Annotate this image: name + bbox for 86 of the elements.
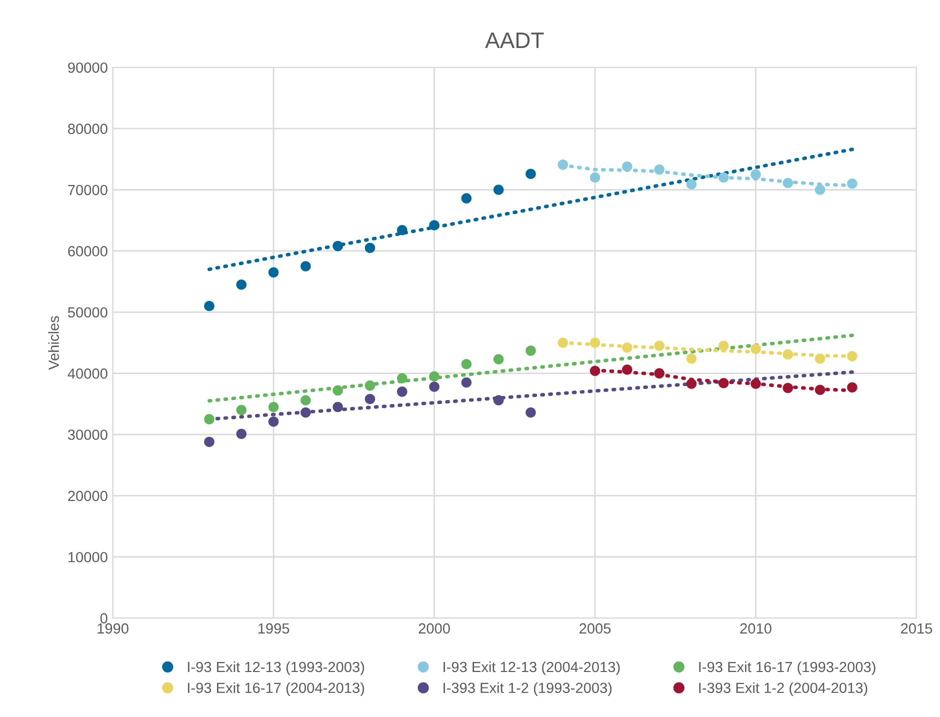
point xyxy=(364,394,376,404)
legend-label: I-93 Exit 12-13 (1993-2003) xyxy=(188,661,364,676)
y-tick-label: 90000 xyxy=(68,62,108,73)
point xyxy=(814,384,826,395)
point xyxy=(493,354,504,364)
point xyxy=(782,349,794,360)
point xyxy=(526,407,536,418)
point xyxy=(847,178,858,189)
y-tick-label: 40000 xyxy=(68,368,108,379)
point xyxy=(300,407,311,418)
point xyxy=(558,338,568,348)
y-tick-label: 10000 xyxy=(68,552,108,562)
point xyxy=(461,358,472,370)
point xyxy=(686,353,697,364)
legend-label: I-393 Exit 1-2 (1993-2003) xyxy=(444,682,612,696)
point xyxy=(461,193,472,204)
point xyxy=(364,242,376,254)
point xyxy=(686,179,697,190)
point xyxy=(429,371,440,382)
point xyxy=(782,382,794,394)
y-tick-label: 30000 xyxy=(68,430,108,440)
point xyxy=(847,382,858,393)
point xyxy=(590,366,600,376)
point xyxy=(236,404,247,416)
point xyxy=(364,380,376,391)
point xyxy=(718,340,729,351)
point xyxy=(332,385,343,396)
point xyxy=(268,416,279,427)
point xyxy=(332,402,343,412)
point xyxy=(847,351,858,362)
point xyxy=(204,300,214,312)
point xyxy=(300,395,311,406)
point xyxy=(526,168,536,180)
point xyxy=(814,184,826,195)
y-tick-label: 80000 xyxy=(68,124,108,134)
x-tick-label: 1995 xyxy=(258,623,290,634)
point xyxy=(718,172,729,183)
point xyxy=(429,220,440,230)
point xyxy=(686,378,697,389)
point xyxy=(429,382,440,392)
point xyxy=(461,377,472,388)
legend-label: I-93 Exit 16-17 (2004-2013) xyxy=(188,682,364,696)
point xyxy=(396,224,408,236)
point xyxy=(718,378,729,388)
point xyxy=(558,160,568,170)
point xyxy=(204,414,214,424)
point xyxy=(204,436,214,447)
point xyxy=(396,373,408,384)
point xyxy=(332,240,343,252)
point xyxy=(814,353,826,364)
point xyxy=(493,184,504,195)
x-tick-label: 2015 xyxy=(901,623,932,634)
point xyxy=(268,267,279,278)
point xyxy=(622,364,632,375)
point xyxy=(236,428,247,440)
point xyxy=(622,342,632,353)
point xyxy=(654,340,664,351)
x-tick-label: 2010 xyxy=(740,623,772,634)
y-tick-label: 50000 xyxy=(68,307,108,318)
point xyxy=(236,279,247,290)
point xyxy=(782,178,794,188)
y-tick-label: 20000 xyxy=(68,490,108,502)
point xyxy=(268,402,279,412)
legend-label: I-93 Exit 12-13 (2004-2013) xyxy=(444,661,620,676)
chart-title: AADT xyxy=(485,32,544,48)
point xyxy=(590,172,600,183)
y-tick-label: 70000 xyxy=(68,184,108,196)
point xyxy=(622,161,632,172)
point xyxy=(654,368,664,378)
point xyxy=(654,164,664,175)
x-tick-label: 2000 xyxy=(418,623,450,634)
x-tick-label: 2005 xyxy=(580,623,611,634)
point xyxy=(750,378,761,389)
x-tick-label: 1990 xyxy=(98,623,128,634)
point xyxy=(300,261,311,272)
point xyxy=(750,344,761,354)
point xyxy=(750,169,761,180)
point xyxy=(526,346,536,356)
y-tick-label: 60000 xyxy=(68,246,108,256)
legend-label: I-93 Exit 16-17 (1993-2003) xyxy=(699,661,876,676)
y-axis-title: Vehicles xyxy=(48,316,59,370)
point xyxy=(396,386,408,397)
legend-label: I-393 Exit 1-2 (2004-2013) xyxy=(699,682,868,696)
y-tick-label: 0 xyxy=(100,613,108,624)
point xyxy=(590,338,600,348)
point xyxy=(493,395,504,406)
